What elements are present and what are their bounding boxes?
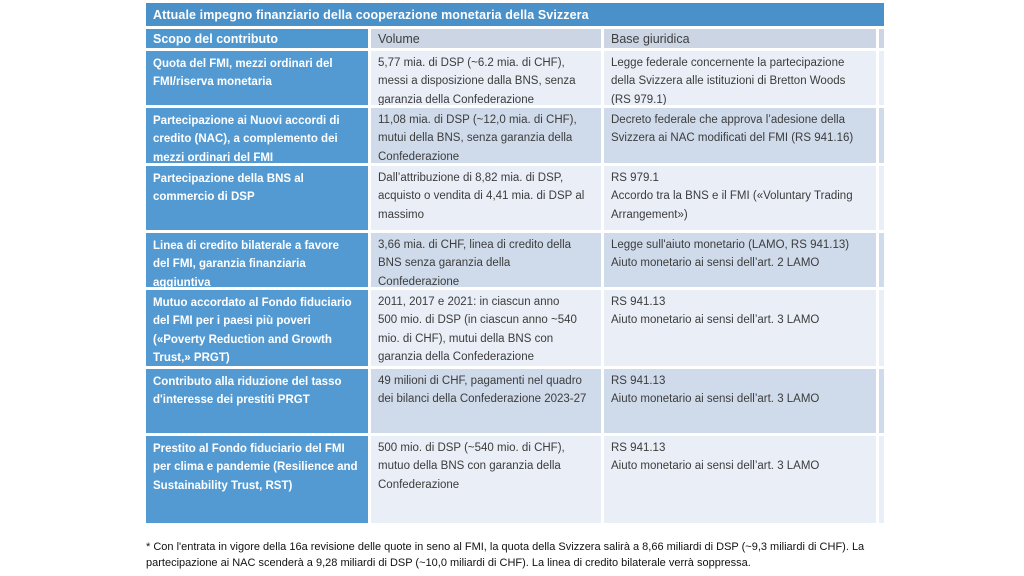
volume-cell: 49 milioni di CHF, pagamenti nel quadro …: [371, 369, 601, 433]
column-header-base: Base giuridica: [604, 29, 876, 48]
spacer-cell: [879, 369, 884, 433]
volume-cell: 3,66 mia. di CHF, linea di credito della…: [371, 233, 601, 287]
scopo-cell: Linea di credito bilaterale a favore del…: [146, 233, 368, 287]
volume-cell: 5,77 mia. di DSP (~6.2 mia. di CHF), mes…: [371, 51, 601, 105]
spacer-cell: [879, 233, 884, 287]
base-cell: Legge federale concernente la partecipaz…: [604, 51, 876, 105]
volume-cell: 11,08 mia. di DSP (~12,0 mia. di CHF), m…: [371, 108, 601, 163]
base-cell: RS 941.13 Aiuto monetario ai sensi dell’…: [604, 290, 876, 366]
footnote: * Con l'entrata in vigore della 16a revi…: [146, 541, 865, 569]
table-grid: Scopo del contributo Volume Base giuridi…: [146, 29, 884, 523]
spacer-cell: [879, 166, 884, 230]
base-cell: Legge sull'aiuto monetario (LAMO, RS 941…: [604, 233, 876, 287]
volume-cell: Dall’attribuzione di 8,82 mia. di DSP, a…: [371, 166, 601, 230]
spacer-cell: [879, 51, 884, 105]
base-cell: RS 941.13 Aiuto monetario ai sensi dell’…: [604, 369, 876, 433]
base-cell: RS 979.1 Accordo tra la BNS e il FMI («V…: [604, 166, 876, 230]
scopo-cell: Partecipazione della BNS al commercio di…: [146, 166, 368, 230]
base-cell: Decreto federale che approva l’adesione …: [604, 108, 876, 163]
table-title: Attuale impegno finanziario della cooper…: [146, 3, 884, 26]
scopo-cell: Contributo alla riduzione del tasso d'in…: [146, 369, 368, 433]
column-header-scopo: Scopo del contributo: [146, 29, 368, 48]
scopo-cell: Prestito al Fondo fiduciario del FMI per…: [146, 436, 368, 523]
volume-cell: 500 mio. di DSP (~540 mio. di CHF), mutu…: [371, 436, 601, 523]
financial-commitments-table: Attuale impegno finanziario della cooper…: [146, 3, 884, 523]
spacer-cell: [879, 108, 884, 163]
column-header-volume: Volume: [371, 29, 601, 48]
scopo-cell: Quota del FMI, mezzi ordinari del FMI/ri…: [146, 51, 368, 105]
volume-cell: 2011, 2017 e 2021: in ciascun anno 500 m…: [371, 290, 601, 366]
spacer-cell: [879, 290, 884, 366]
column-header-spacer: [879, 29, 884, 48]
base-cell: RS 941.13 Aiuto monetario ai sensi dell’…: [604, 436, 876, 523]
scopo-cell: Mutuo accordato al Fondo fiduciario del …: [146, 290, 368, 366]
scopo-cell: Partecipazione ai Nuovi accordi di credi…: [146, 108, 368, 163]
spacer-cell: [879, 436, 884, 523]
